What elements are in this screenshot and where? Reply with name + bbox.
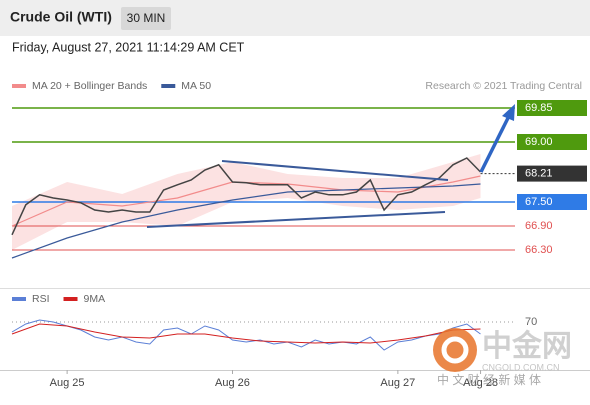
arrow-head (502, 104, 515, 121)
x-tick-label: Aug 25 (50, 377, 85, 389)
bollinger-band (12, 154, 481, 250)
legend-swatch (63, 297, 78, 301)
trendlines (146, 104, 515, 228)
price-panel: Research © 2021 Trading Central MA 20 + B… (11, 80, 587, 259)
x-tick-label: Aug 27 (380, 377, 415, 389)
arrow-shaft (479, 117, 510, 173)
level-label: 68.21 (525, 168, 553, 180)
trendline (146, 211, 446, 228)
price-line (11, 157, 482, 236)
timeframe[interactable]: 30 MIN (127, 11, 166, 25)
rsi-line (11, 323, 481, 344)
trendline (221, 160, 449, 181)
legend-label: MA 20 + Bollinger Bands (32, 80, 147, 92)
x-tick-label: Aug 26 (215, 377, 250, 389)
separator (0, 288, 590, 289)
legend-swatch (12, 84, 26, 88)
ma-line (11, 183, 481, 259)
slogan: 中 文 财 经 新 媒 体 (437, 372, 541, 387)
legend-swatch (161, 84, 176, 88)
legend-swatch (12, 297, 26, 301)
legend-label: 9MA (84, 293, 106, 305)
level-box (517, 100, 587, 116)
timestamp: Friday, August 27, 2021 11:14:29 AM CET (12, 40, 245, 54)
level-label: 69.85 (525, 102, 553, 114)
level-box (517, 194, 587, 210)
level-box (517, 165, 587, 182)
axis-line (0, 370, 590, 371)
level-label: 69.00 (525, 136, 553, 148)
site: CNGOLD.COM.CN (482, 362, 560, 372)
legend-label: RSI (32, 293, 50, 305)
brand: 中金网 (482, 329, 572, 363)
title: Crude Oil (WTI) (10, 9, 112, 25)
logo-ring (441, 336, 469, 364)
level-label: 67.50 (525, 196, 553, 208)
level-box (517, 134, 587, 150)
watermark: 中金网 CNGOLD.COM.CN 中 文 财 经 新 媒 体 (433, 328, 572, 387)
source: Research © 2021 Trading Central (425, 80, 582, 92)
rsi-line (11, 319, 481, 351)
rsi-panel: RSI 9MA 70 Aug 25 Aug 26 Aug 27 Aug 28 (11, 293, 537, 389)
level-label: 66.30 (525, 244, 553, 256)
y-tick-label: 70 (525, 316, 537, 328)
top-bar (0, 0, 590, 36)
x-tick-label: Aug 28 (463, 377, 498, 389)
legend-label: MA 50 (181, 80, 211, 92)
level-label: 66.90 (525, 220, 553, 232)
timeframe-box[interactable] (121, 7, 171, 30)
logo (433, 328, 477, 372)
